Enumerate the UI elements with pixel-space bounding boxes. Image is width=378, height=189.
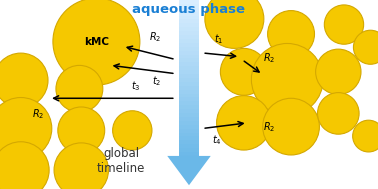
Bar bbox=[178, 78, 200, 82]
Bar bbox=[178, 82, 200, 86]
Bar bbox=[178, 39, 200, 43]
Bar bbox=[178, 86, 200, 90]
Text: $t_2$: $t_2$ bbox=[152, 75, 161, 88]
Ellipse shape bbox=[205, 0, 264, 48]
Bar bbox=[178, 144, 200, 148]
Ellipse shape bbox=[353, 120, 378, 152]
Bar bbox=[178, 101, 200, 105]
Text: $R_2$: $R_2$ bbox=[263, 51, 275, 65]
Ellipse shape bbox=[268, 11, 314, 57]
Ellipse shape bbox=[54, 143, 108, 189]
Bar bbox=[178, 66, 200, 70]
Ellipse shape bbox=[263, 98, 319, 155]
Bar bbox=[178, 58, 200, 62]
Bar bbox=[178, 117, 200, 121]
Ellipse shape bbox=[318, 93, 359, 134]
Text: $t_3$: $t_3$ bbox=[131, 79, 141, 93]
Ellipse shape bbox=[58, 107, 105, 154]
Bar bbox=[178, 125, 200, 129]
Bar bbox=[178, 62, 200, 66]
Bar bbox=[178, 70, 200, 74]
Text: $R_2$: $R_2$ bbox=[149, 31, 161, 44]
Text: $R_2$: $R_2$ bbox=[263, 121, 275, 135]
Bar bbox=[178, 90, 200, 94]
Ellipse shape bbox=[220, 48, 267, 95]
Ellipse shape bbox=[0, 142, 49, 189]
Bar bbox=[178, 113, 200, 117]
Text: global
timeline: global timeline bbox=[97, 147, 145, 175]
Bar bbox=[178, 136, 200, 140]
Ellipse shape bbox=[353, 30, 378, 64]
Bar bbox=[178, 55, 200, 58]
Bar bbox=[178, 105, 200, 109]
Text: aqueous phase: aqueous phase bbox=[133, 3, 245, 16]
Bar bbox=[178, 98, 200, 101]
Ellipse shape bbox=[113, 111, 152, 150]
Bar bbox=[178, 27, 200, 31]
Ellipse shape bbox=[251, 43, 323, 115]
Ellipse shape bbox=[0, 98, 52, 160]
Bar bbox=[178, 140, 200, 144]
Bar bbox=[178, 12, 200, 16]
Ellipse shape bbox=[217, 96, 271, 150]
Polygon shape bbox=[167, 156, 211, 185]
Ellipse shape bbox=[53, 0, 140, 85]
Bar bbox=[178, 51, 200, 55]
Ellipse shape bbox=[324, 5, 364, 44]
Bar bbox=[178, 109, 200, 113]
Text: $R_2$: $R_2$ bbox=[32, 107, 44, 121]
Ellipse shape bbox=[0, 53, 48, 108]
Ellipse shape bbox=[316, 49, 361, 94]
Bar bbox=[178, 31, 200, 35]
Bar bbox=[178, 19, 200, 23]
Bar bbox=[178, 121, 200, 125]
Bar bbox=[178, 35, 200, 39]
Bar bbox=[178, 0, 200, 4]
Bar bbox=[178, 8, 200, 12]
Bar bbox=[178, 132, 200, 136]
Bar bbox=[178, 16, 200, 19]
Bar bbox=[178, 94, 200, 98]
Bar bbox=[178, 152, 200, 156]
Bar bbox=[178, 23, 200, 27]
Ellipse shape bbox=[56, 65, 103, 112]
Bar bbox=[178, 148, 200, 152]
Bar bbox=[178, 74, 200, 78]
Bar bbox=[178, 129, 200, 132]
Text: kMC: kMC bbox=[84, 37, 109, 46]
Bar bbox=[178, 43, 200, 47]
Bar bbox=[178, 47, 200, 51]
Bar bbox=[178, 4, 200, 8]
Text: $t_4$: $t_4$ bbox=[212, 133, 222, 147]
Text: $t_1$: $t_1$ bbox=[214, 33, 223, 46]
